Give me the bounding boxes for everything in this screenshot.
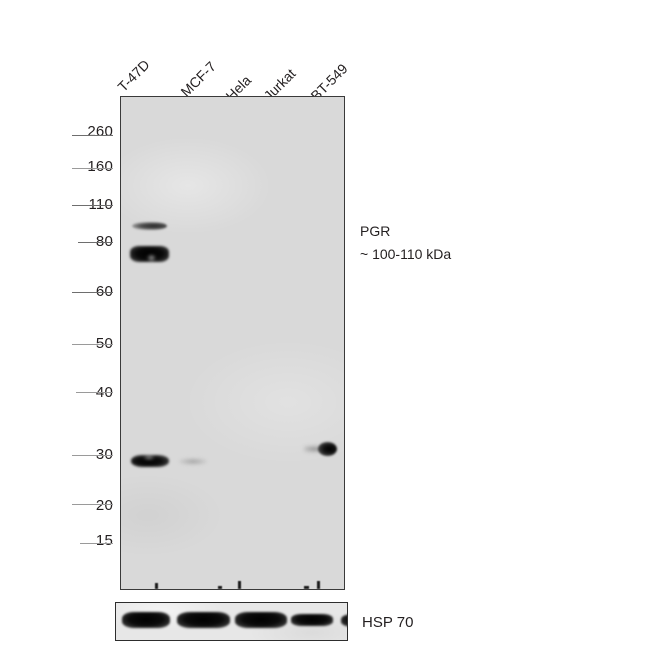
blot-edge-speck (155, 583, 158, 589)
blot-panel-pgr (120, 96, 345, 590)
mw-tick-20 (72, 504, 113, 505)
mw-tick-260 (72, 135, 113, 136)
blot-background-texture (121, 97, 344, 589)
mw-tick-80 (78, 242, 113, 243)
lc-band-jurkat (291, 614, 333, 626)
band-t47d-pgr-upper (132, 222, 167, 230)
mw-label-80: 80 (95, 233, 113, 250)
mw-label-30: 30 (95, 446, 113, 463)
lc-band-t47d (122, 612, 170, 628)
blot-edge-speck (218, 586, 222, 589)
mw-label-50: 50 (95, 335, 113, 352)
blot-panel-loading-control (115, 602, 348, 641)
mw-label-20: 20 (95, 497, 113, 514)
blot-edge-speck (238, 581, 241, 589)
lc-band-mcf7 (177, 612, 230, 628)
mw-tick-15 (80, 543, 113, 544)
band-mcf7-low (179, 458, 207, 465)
mw-label-60: 60 (95, 283, 113, 300)
band-t47d-pgr-main (130, 246, 169, 262)
loading-control-label: HSP 70 (362, 614, 414, 631)
lane-label-t-47d: T-47D (114, 56, 153, 95)
lc-band-hela (235, 612, 287, 628)
mw-tick-30 (72, 455, 113, 456)
mw-tick-160 (72, 168, 113, 169)
mw-tick-40 (76, 392, 113, 393)
mw-tick-50 (72, 344, 113, 345)
blot-edge-speck (317, 581, 320, 589)
band-t47d-low (131, 455, 169, 467)
mw-label-15: 15 (95, 532, 113, 549)
blot-edge-speck (304, 586, 309, 589)
mw-label-110: 110 (88, 196, 113, 213)
band-bt549-low (318, 442, 337, 456)
mw-tick-60 (72, 292, 113, 293)
lane-label-mcf-7: MCF-7 (177, 58, 219, 100)
mw-tick-110 (72, 205, 113, 206)
molecular-weight-ladder: 260 160 110 80 60 50 40 30 20 15 (0, 0, 120, 650)
annotation-target-size: ~ 100-110 kDa (360, 246, 452, 262)
annotation-target-name: PGR (360, 223, 391, 239)
lc-band-bt549 (341, 614, 347, 627)
mw-label-260: 260 (87, 123, 113, 140)
mw-label-160: 160 (87, 158, 113, 175)
